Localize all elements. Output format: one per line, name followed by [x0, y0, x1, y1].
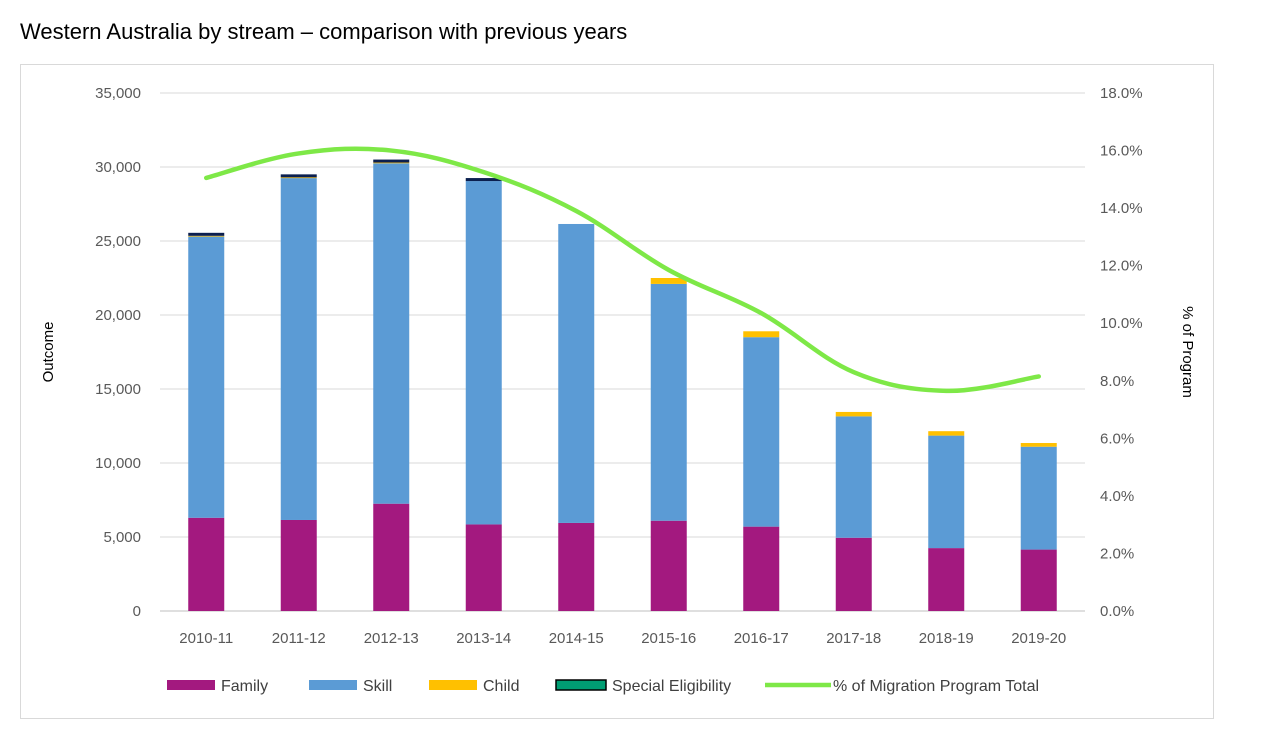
y2-tick-label: 6.0%: [1100, 430, 1134, 447]
percent-line-layer: [204, 146, 1041, 394]
x-tick-label: 2013-14: [456, 630, 511, 647]
bar-special-eligibility: [465, 178, 502, 182]
legend-skill-swatch: [309, 680, 357, 690]
bar-special-eligibility: [188, 232, 225, 236]
bar-child: [373, 162, 410, 164]
bar-skill: [465, 181, 502, 525]
legend-family-swatch: [167, 680, 215, 690]
bar-skill: [373, 163, 410, 504]
bars: [188, 159, 1057, 611]
y-tick-label: 20,000: [95, 307, 141, 324]
x-tick-label: 2012-13: [364, 630, 419, 647]
bar-family: [558, 522, 595, 611]
legend-skill-label: Skill: [363, 678, 392, 695]
y2-tick-label: 10.0%: [1100, 315, 1143, 332]
x-tick-label: 2010-11: [179, 630, 233, 647]
bar-special-eligibility: [373, 159, 410, 163]
bar-family: [743, 526, 780, 611]
y2-tick-label: 12.0%: [1100, 258, 1143, 275]
bar-family: [928, 548, 965, 611]
y-tick-label: 30,000: [95, 159, 141, 176]
y-tick-label: 15,000: [95, 381, 141, 398]
y-tick-label: 35,000: [95, 85, 141, 102]
bar-family: [1020, 549, 1057, 611]
bar-skill: [280, 178, 317, 520]
legend-child-label: Child: [483, 678, 519, 695]
bar-child: [188, 235, 225, 237]
y2-tick-label: 2.0%: [1100, 545, 1134, 562]
x-tick-label: 2014-15: [549, 630, 604, 647]
bar-family: [373, 503, 410, 611]
bar-family: [465, 524, 502, 611]
bar-family: [650, 520, 687, 611]
bar-child: [650, 278, 687, 284]
y2-tick-label: 0.0%: [1100, 603, 1134, 620]
bar-skill: [928, 435, 965, 549]
y-axis-title: Outcome: [40, 322, 57, 383]
bar-child: [928, 431, 965, 436]
bar-family: [280, 519, 317, 611]
y-tick-label: 10,000: [95, 455, 141, 472]
percent-line: [204, 146, 1041, 394]
bar-skill: [743, 337, 780, 527]
chart-frame: [20, 64, 1214, 719]
bar-child: [280, 177, 317, 179]
bar-family: [835, 537, 872, 611]
bar-child: [743, 331, 780, 338]
bar-skill: [835, 416, 872, 538]
legend-special-eligibility-swatch: [555, 679, 607, 691]
y2-tick-label: 8.0%: [1100, 373, 1134, 390]
bar-skill: [188, 236, 225, 518]
y2-tick-label: 4.0%: [1100, 488, 1134, 505]
bar-child: [835, 411, 872, 417]
x-tick-label: 2019-20: [1011, 630, 1066, 647]
bar-family: [188, 517, 225, 611]
y-tick-label: 5,000: [103, 529, 141, 546]
bar-child: [1020, 443, 1057, 447]
x-tick-label: 2018-19: [919, 630, 974, 647]
x-axis-ticks: 2010-11 2011-12 2012-13 2013-14 2014-15 2015-…: [179, 630, 1066, 647]
bar-skill: [1020, 446, 1057, 550]
page-title: Western Australia by stream – comparison…: [20, 19, 628, 44]
x-tick-label: 2017-18: [826, 630, 881, 647]
legend-family-label: Family: [221, 678, 268, 695]
y2-tick-label: 16.0%: [1100, 143, 1143, 160]
y-tick-label: 25,000: [95, 233, 141, 250]
legend-child-swatch: [429, 680, 477, 690]
y-axis-ticks: 0 5,000 10,000 15,000 20,000 25,000 30,000 35,0…: [95, 85, 141, 620]
y-tick-label: 0: [133, 603, 141, 620]
x-tick-label: 2016-17: [734, 630, 789, 647]
x-tick-label: 2015-16: [641, 630, 696, 647]
y2-axis-ticks: 0.0% 2.0% 4.0% 6.0% 8.0% 10.0% 12.0% 14.0% 16.0%…: [1100, 85, 1143, 620]
legend-special-eligibility-label: Special Eligibility: [612, 678, 731, 695]
bar-skill: [558, 223, 595, 523]
y2-tick-label: 14.0%: [1100, 200, 1143, 217]
y2-tick-label: 18.0%: [1100, 85, 1143, 102]
legend-of-migration-program-total-label: % of Migration Program Total: [833, 678, 1039, 695]
x-tick-label: 2011-12: [272, 630, 326, 647]
legend: Family Skill Child Special Eligibility % of …: [167, 678, 1039, 695]
bar-skill: [650, 283, 687, 521]
bar-special-eligibility: [280, 174, 317, 178]
y2-axis-title: % of Program: [1179, 306, 1196, 398]
